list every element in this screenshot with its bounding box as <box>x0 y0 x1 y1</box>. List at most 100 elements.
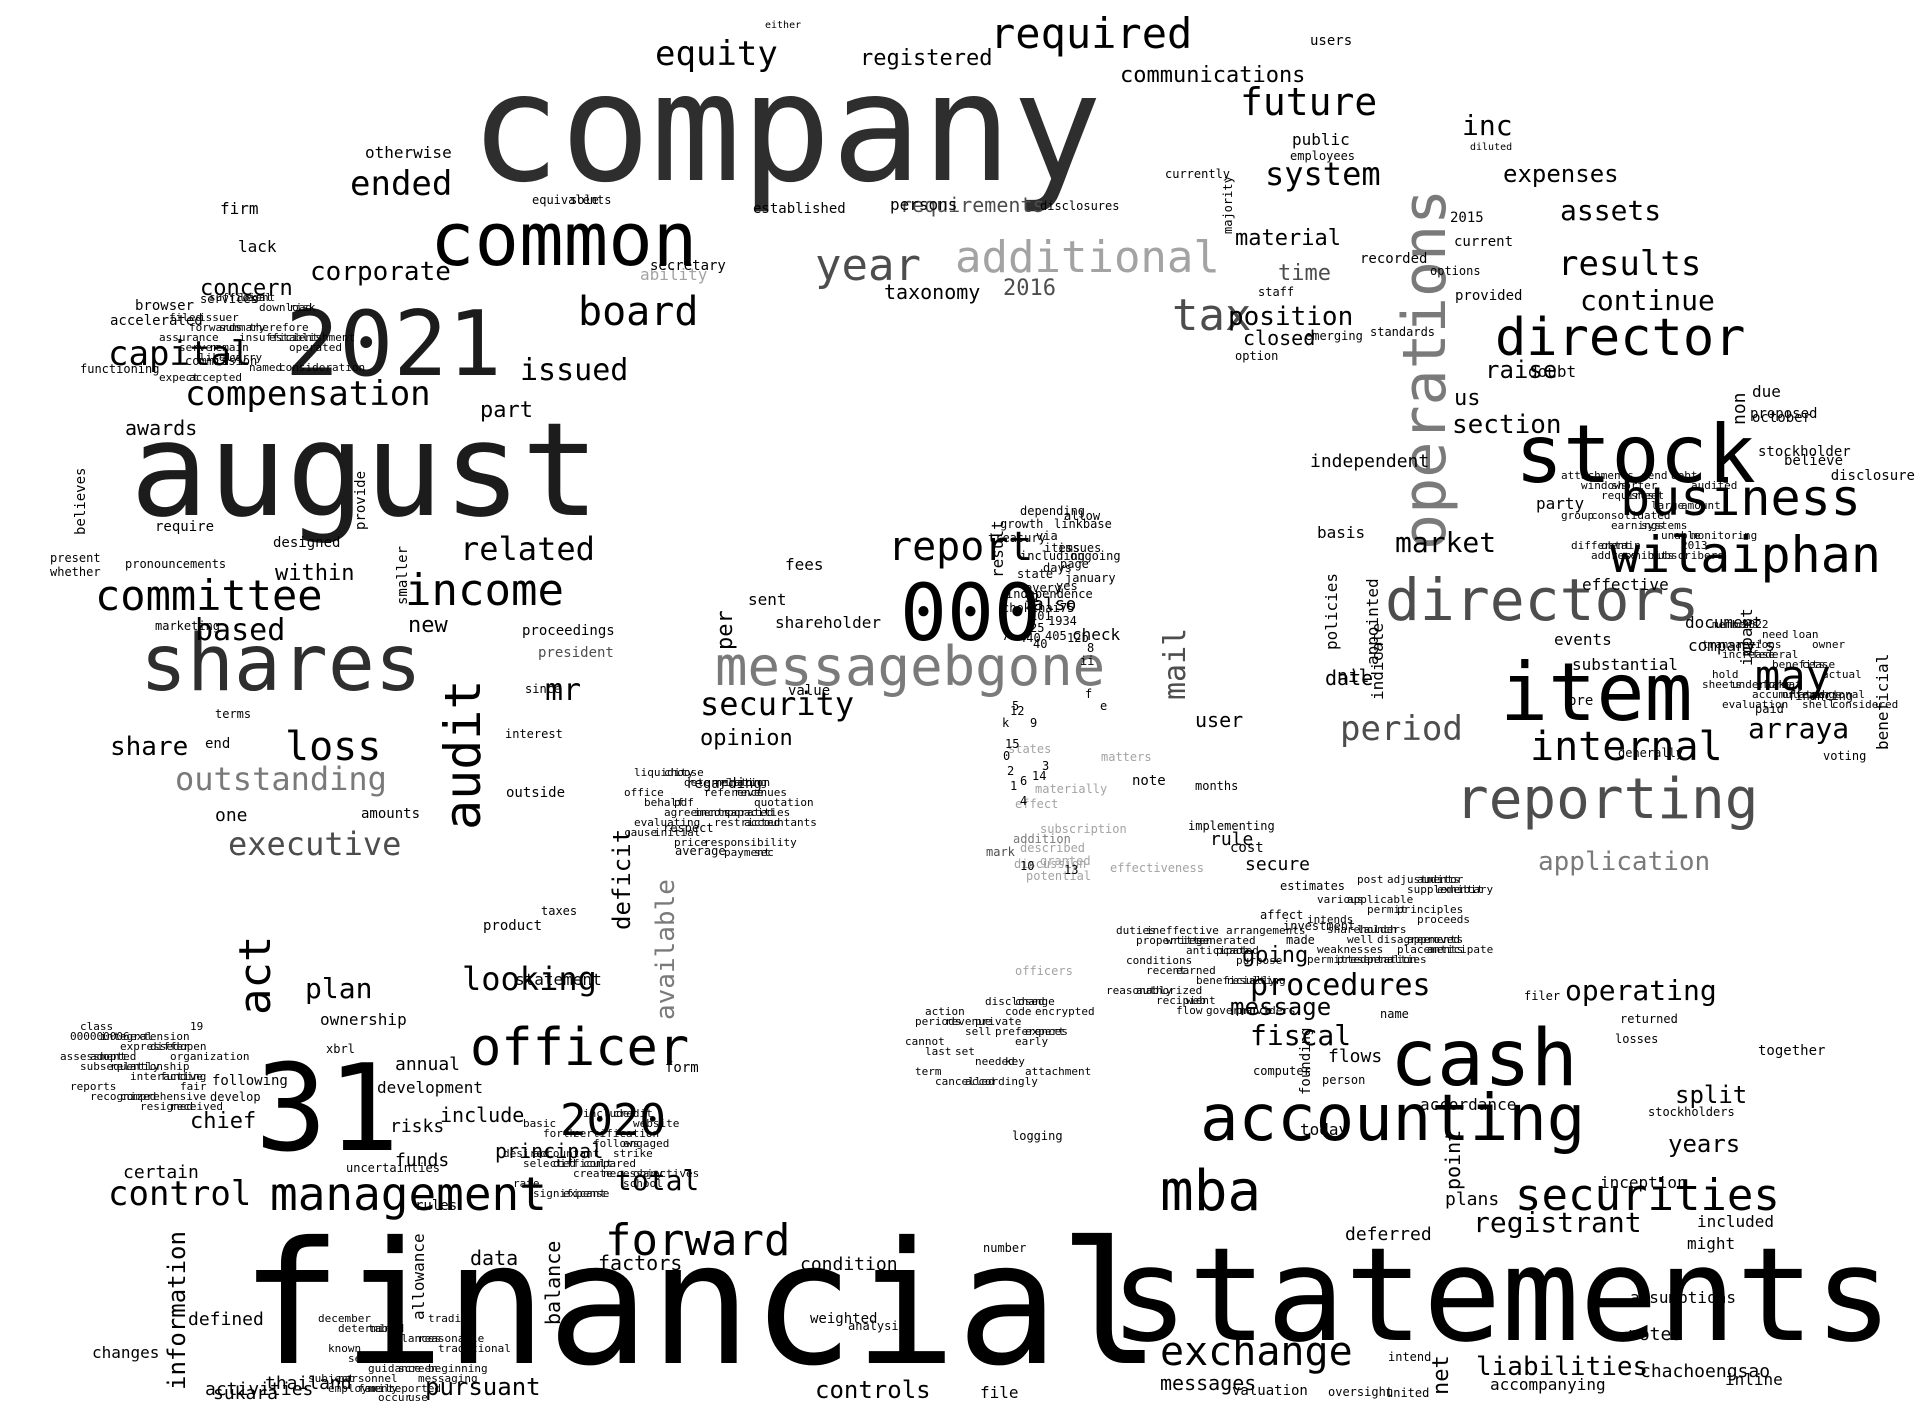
word-credit: credit <box>613 1107 653 1120</box>
word-recorded: recorded <box>1360 251 1427 267</box>
word-interactive: interactive <box>130 1070 203 1083</box>
word-might: might <box>1687 1234 1735 1253</box>
word-includes: includes <box>583 1107 636 1120</box>
word-application: application <box>1538 847 1710 877</box>
word-stock: stock <box>1515 408 1756 501</box>
word-mark: mark <box>986 845 1016 859</box>
word-sukara: sukara <box>213 1383 278 1404</box>
word-every: every <box>1025 581 1061 595</box>
word-party: party <box>1536 494 1585 513</box>
word-future: future <box>1240 80 1377 124</box>
word-effect: effect <box>1015 797 1058 811</box>
word-accumulated: accumulated <box>1752 688 1825 701</box>
word-united: united <box>1386 1386 1429 1400</box>
word-taxes: taxes <box>541 904 577 918</box>
word-incorporated: incorporated <box>694 806 773 819</box>
word-early: early <box>1015 1035 1048 1048</box>
word-effective: effective <box>1582 575 1669 594</box>
word-establishment: establishment <box>269 331 355 344</box>
word-believe: believe <box>1784 453 1843 469</box>
word-nil: nil <box>1337 666 1370 687</box>
word-results: results <box>1558 244 1701 284</box>
word-funding: funding <box>160 1070 206 1083</box>
word-sheets: sheets <box>1702 678 1742 691</box>
word-independence: independence <box>1006 587 1093 601</box>
word-ownership: ownership <box>320 1010 407 1029</box>
word-awards: awards <box>125 416 197 440</box>
word-discussion: discussion <box>1014 857 1086 871</box>
word-405: 405 <box>1045 629 1067 643</box>
word-family: family <box>358 1382 398 1395</box>
word-balances: balances <box>388 1332 441 1345</box>
word-filed: filed <box>169 311 202 324</box>
word-functioning: functioning <box>80 362 159 376</box>
word-insufficient: insufficient <box>239 331 318 344</box>
word-restricted: restricted <box>714 816 780 829</box>
word-potential: potential <box>1026 869 1091 883</box>
word-post: post <box>1357 873 1384 886</box>
word-per: per <box>713 610 738 650</box>
word-members: members <box>1712 618 1758 631</box>
word-changes: changes <box>92 1343 159 1362</box>
word-policies: policies <box>1322 573 1341 650</box>
word-certification: certification <box>573 1127 659 1140</box>
word-secretary: secretary <box>650 258 726 274</box>
word-authorized: authorized <box>1136 984 1202 997</box>
word-effectiveness: effectiveness <box>1110 861 1204 875</box>
word-pronouncements: pronouncements <box>125 557 226 571</box>
word-secure: secure <box>1245 854 1310 875</box>
word-expert: expert <box>1025 1025 1065 1038</box>
word-develop: develop <box>210 1090 261 1104</box>
word-may: may <box>1755 651 1831 700</box>
word-5: 5 <box>1012 699 1019 713</box>
word-loss: loss <box>285 724 381 770</box>
word-raise: raise <box>1485 356 1557 384</box>
word-days: days <box>1043 561 1072 575</box>
word-equity: equity <box>655 34 778 74</box>
word-preferences: preferences <box>995 1025 1068 1038</box>
word-mail: mail <box>1158 628 1193 700</box>
word-duties: duties <box>1116 924 1156 937</box>
word-0: 0 <box>1003 749 1010 763</box>
word-year: year <box>815 240 921 291</box>
word-logging: logging <box>1012 1129 1063 1143</box>
word-determination: determination <box>684 776 770 789</box>
word-materially: materially <box>1035 782 1107 796</box>
word-implementing: implementing <box>1188 819 1275 833</box>
word-report: report <box>888 524 1033 570</box>
word-revenues: revenues <box>734 786 787 799</box>
word-operated: operated <box>289 341 342 354</box>
word-firm: firm <box>220 199 259 218</box>
word-large: large <box>1651 499 1684 512</box>
word-address: address <box>1591 549 1637 562</box>
word-plan: plan <box>305 972 372 1005</box>
word-transactions: transactions <box>1702 638 1781 651</box>
word-basis: basis <box>1317 523 1365 542</box>
word-accordance: accordance <box>1420 1095 1516 1114</box>
word-chief: chief <box>190 1109 256 1134</box>
word-registrant: registrant <box>1473 1206 1642 1239</box>
word-form: form <box>665 1060 699 1076</box>
word-states: states <box>1008 742 1051 756</box>
word-flows: flows <box>1328 1046 1382 1067</box>
word-issued: issued <box>520 353 628 388</box>
word-statements: statements <box>1110 1219 1893 1371</box>
word-financing: financing <box>1788 689 1853 703</box>
word-executive: executive <box>228 825 401 863</box>
word-payment: payment <box>724 846 770 859</box>
word-initial: initial <box>654 826 700 839</box>
word-anticipated: anticipated <box>1186 944 1259 957</box>
word-chokchai: chokchai <box>1002 601 1060 615</box>
word-capacities: capacities <box>724 806 790 819</box>
word-create: create <box>573 1167 613 1180</box>
word-sell: sell <box>965 1025 992 1038</box>
word-send: send <box>1641 469 1668 482</box>
word-director: director <box>1495 308 1745 368</box>
word-launch: launch <box>1357 923 1397 936</box>
word-inception: inception <box>1600 1173 1687 1192</box>
word-remain: remain <box>209 341 249 354</box>
word-action: action <box>925 1005 965 1018</box>
word-rules: rules <box>415 1198 457 1214</box>
word-data: data <box>470 1246 518 1270</box>
word-since: since <box>525 682 561 696</box>
